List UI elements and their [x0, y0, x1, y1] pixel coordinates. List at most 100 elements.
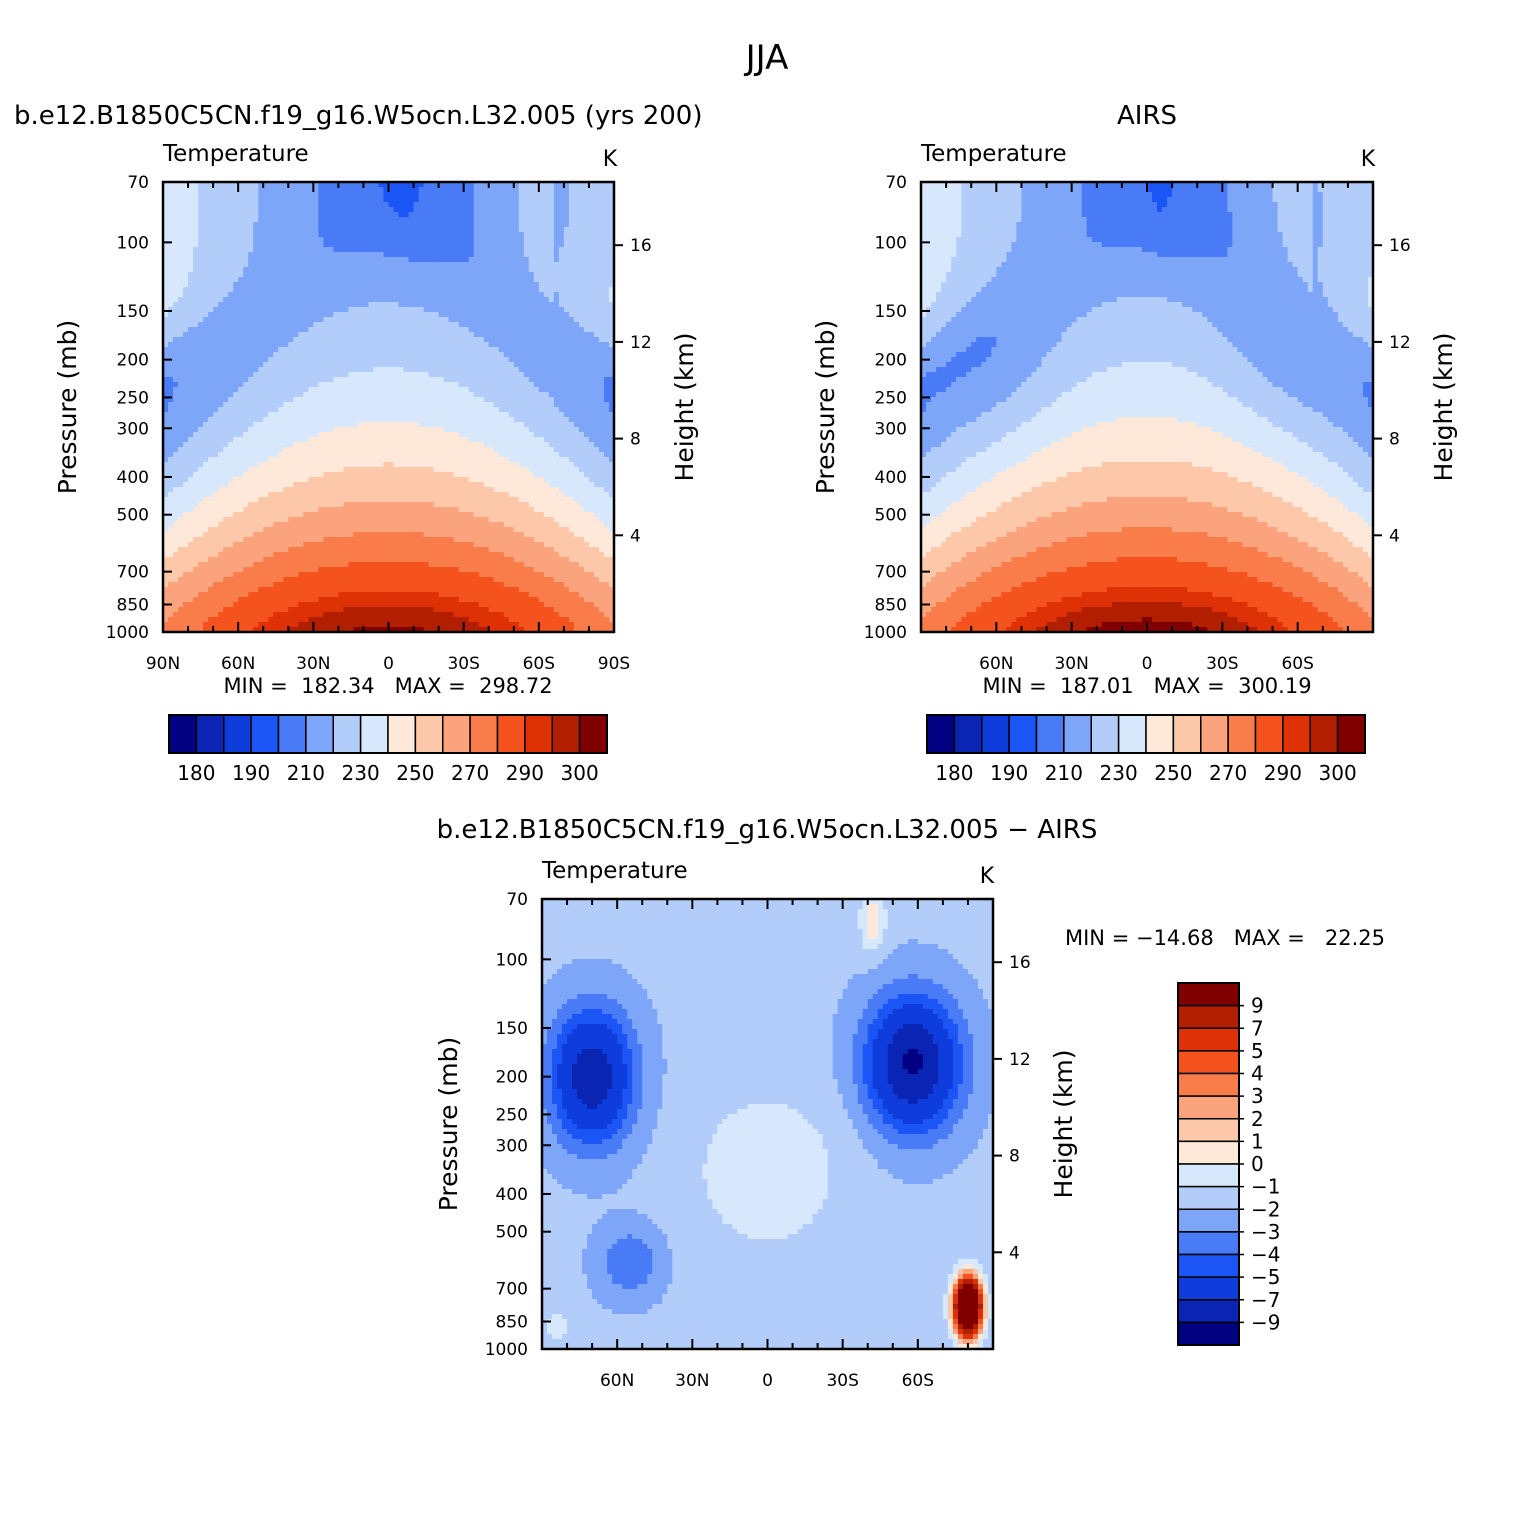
- contour-cell: [383, 192, 390, 198]
- contour-cell: [328, 247, 334, 253]
- contour-cell: [433, 207, 440, 213]
- contour-cell: [458, 392, 465, 398]
- contour-cell: [228, 447, 234, 453]
- contour-cell: [183, 202, 189, 208]
- contour-cell: [368, 442, 375, 448]
- contour-cell: [178, 307, 184, 313]
- contour-cell: [378, 247, 385, 253]
- contour-cell: [548, 377, 555, 383]
- contour-cell: [463, 287, 470, 293]
- contour-cell: [403, 367, 410, 373]
- contour-cell: [323, 192, 329, 198]
- contour-cell: [363, 407, 370, 413]
- contour-cell: [183, 382, 189, 388]
- contour-cell: [533, 227, 540, 233]
- contour-cell: [543, 392, 550, 398]
- contour-cell: [573, 197, 580, 203]
- contour-cell: [173, 222, 179, 228]
- contour-cell: [413, 392, 420, 398]
- contour-cell: [373, 257, 380, 263]
- contour-cell: [238, 317, 244, 323]
- contour-cell: [243, 202, 249, 208]
- contour-cell: [168, 327, 174, 333]
- contour-cell: [198, 307, 204, 313]
- contour-cell: [253, 447, 259, 453]
- contour-cell: [413, 377, 420, 383]
- contour-cell: [343, 322, 350, 328]
- contour-cell: [333, 442, 339, 448]
- contour-cell: [388, 342, 395, 348]
- contour-cell: [323, 337, 329, 343]
- contour-cell: [428, 252, 435, 258]
- contour-cell: [283, 222, 289, 228]
- contour-cell: [513, 207, 520, 213]
- contour-cell: [433, 322, 440, 328]
- contour-cell: [373, 252, 380, 258]
- contour-cell: [488, 327, 495, 333]
- contour-cell: [388, 322, 395, 328]
- contour-cell: [523, 227, 530, 233]
- contour-cell: [533, 287, 540, 293]
- contour-cell: [498, 227, 505, 233]
- contour-cell: [588, 197, 595, 203]
- contour-cell: [438, 357, 445, 363]
- contour-cell: [463, 317, 470, 323]
- contour-cell: [423, 302, 430, 308]
- contour-cell: [228, 227, 234, 233]
- contour-cell: [483, 382, 490, 388]
- contour-cell: [328, 392, 334, 398]
- contour-cell: [438, 347, 445, 353]
- contour-cell: [398, 182, 405, 188]
- contour-cell: [363, 327, 370, 333]
- contour-cell: [563, 367, 570, 373]
- contour-cell: [523, 242, 530, 248]
- contour-cell: [513, 222, 520, 228]
- contour-cell: [583, 187, 590, 193]
- contour-cell: [298, 377, 304, 383]
- contour-cell: [213, 272, 219, 278]
- contour-cell: [333, 277, 339, 283]
- contour-cell: [418, 327, 425, 333]
- contour-cell: [503, 297, 510, 303]
- contour-cell: [498, 447, 505, 453]
- contour-cell: [288, 397, 294, 403]
- contour-cell: [243, 422, 249, 428]
- contour-cell: [543, 252, 550, 258]
- contour-cell: [298, 212, 304, 218]
- contour-cell: [373, 182, 380, 188]
- contour-cell: [293, 292, 299, 298]
- contour-cell: [248, 342, 254, 348]
- contour-cell: [458, 272, 465, 278]
- contour-cell: [483, 287, 490, 293]
- contour-cell: [193, 372, 199, 378]
- contour-cell: [573, 362, 580, 368]
- contour-cell: [398, 317, 405, 323]
- contour-cell: [553, 312, 560, 318]
- contour-cell: [518, 197, 525, 203]
- contour-cell: [318, 202, 324, 208]
- contour-cell: [453, 377, 460, 383]
- contour-cell: [353, 447, 360, 453]
- contour-cell: [463, 257, 470, 263]
- contour-cell: [473, 317, 480, 323]
- contour-cell: [553, 377, 560, 383]
- contour-cell: [318, 212, 324, 218]
- contour-cell: [383, 367, 390, 373]
- contour-cell: [443, 217, 450, 223]
- contour-cell: [463, 242, 470, 248]
- contour-cell: [528, 252, 535, 258]
- contour-cell: [438, 187, 445, 193]
- contour-cell: [418, 247, 425, 253]
- contour-cell: [603, 252, 610, 258]
- contour-cell: [503, 317, 510, 323]
- contour-cell: [513, 262, 520, 268]
- contour-cell: [213, 377, 219, 383]
- contour-cell: [573, 397, 580, 403]
- contour-cell: [183, 307, 189, 313]
- contour-cell: [323, 417, 329, 423]
- contour-cell: [173, 387, 179, 393]
- contour-cell: [178, 257, 184, 263]
- contour-cell: [318, 412, 324, 418]
- contour-cell: [193, 282, 199, 288]
- contour-cell: [238, 347, 244, 353]
